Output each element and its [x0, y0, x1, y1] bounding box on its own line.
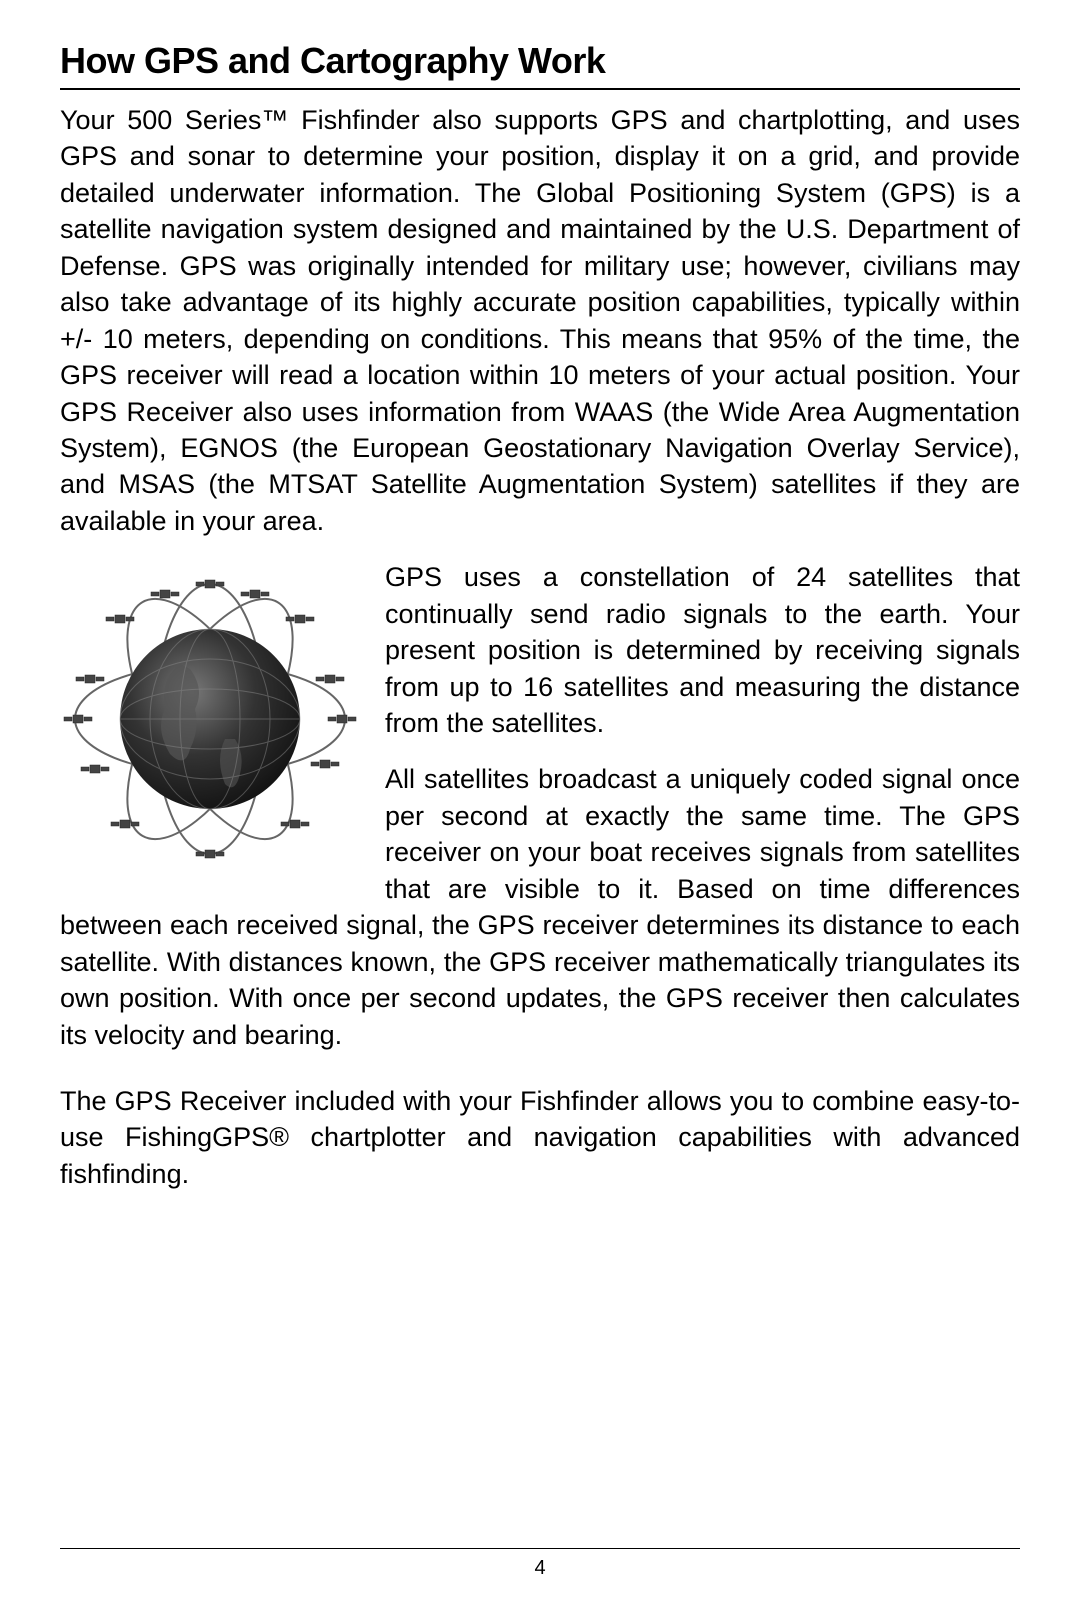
wrapped-section: GPS uses a constellation of 24 satellite… — [60, 559, 1020, 1053]
intro-paragraph: Your 500 Series™ Fishfinder also support… — [60, 102, 1020, 539]
page-heading: How GPS and Cartography Work — [60, 40, 1020, 82]
footer-rule — [60, 1548, 1020, 1549]
page-footer: 4 — [60, 1548, 1020, 1580]
page-number: 4 — [60, 1557, 1020, 1580]
globe-satellite-figure — [60, 569, 360, 869]
heading-underline — [60, 88, 1020, 90]
closing-paragraph: The GPS Receiver included with your Fish… — [60, 1083, 1020, 1192]
globe-icon — [60, 569, 360, 869]
